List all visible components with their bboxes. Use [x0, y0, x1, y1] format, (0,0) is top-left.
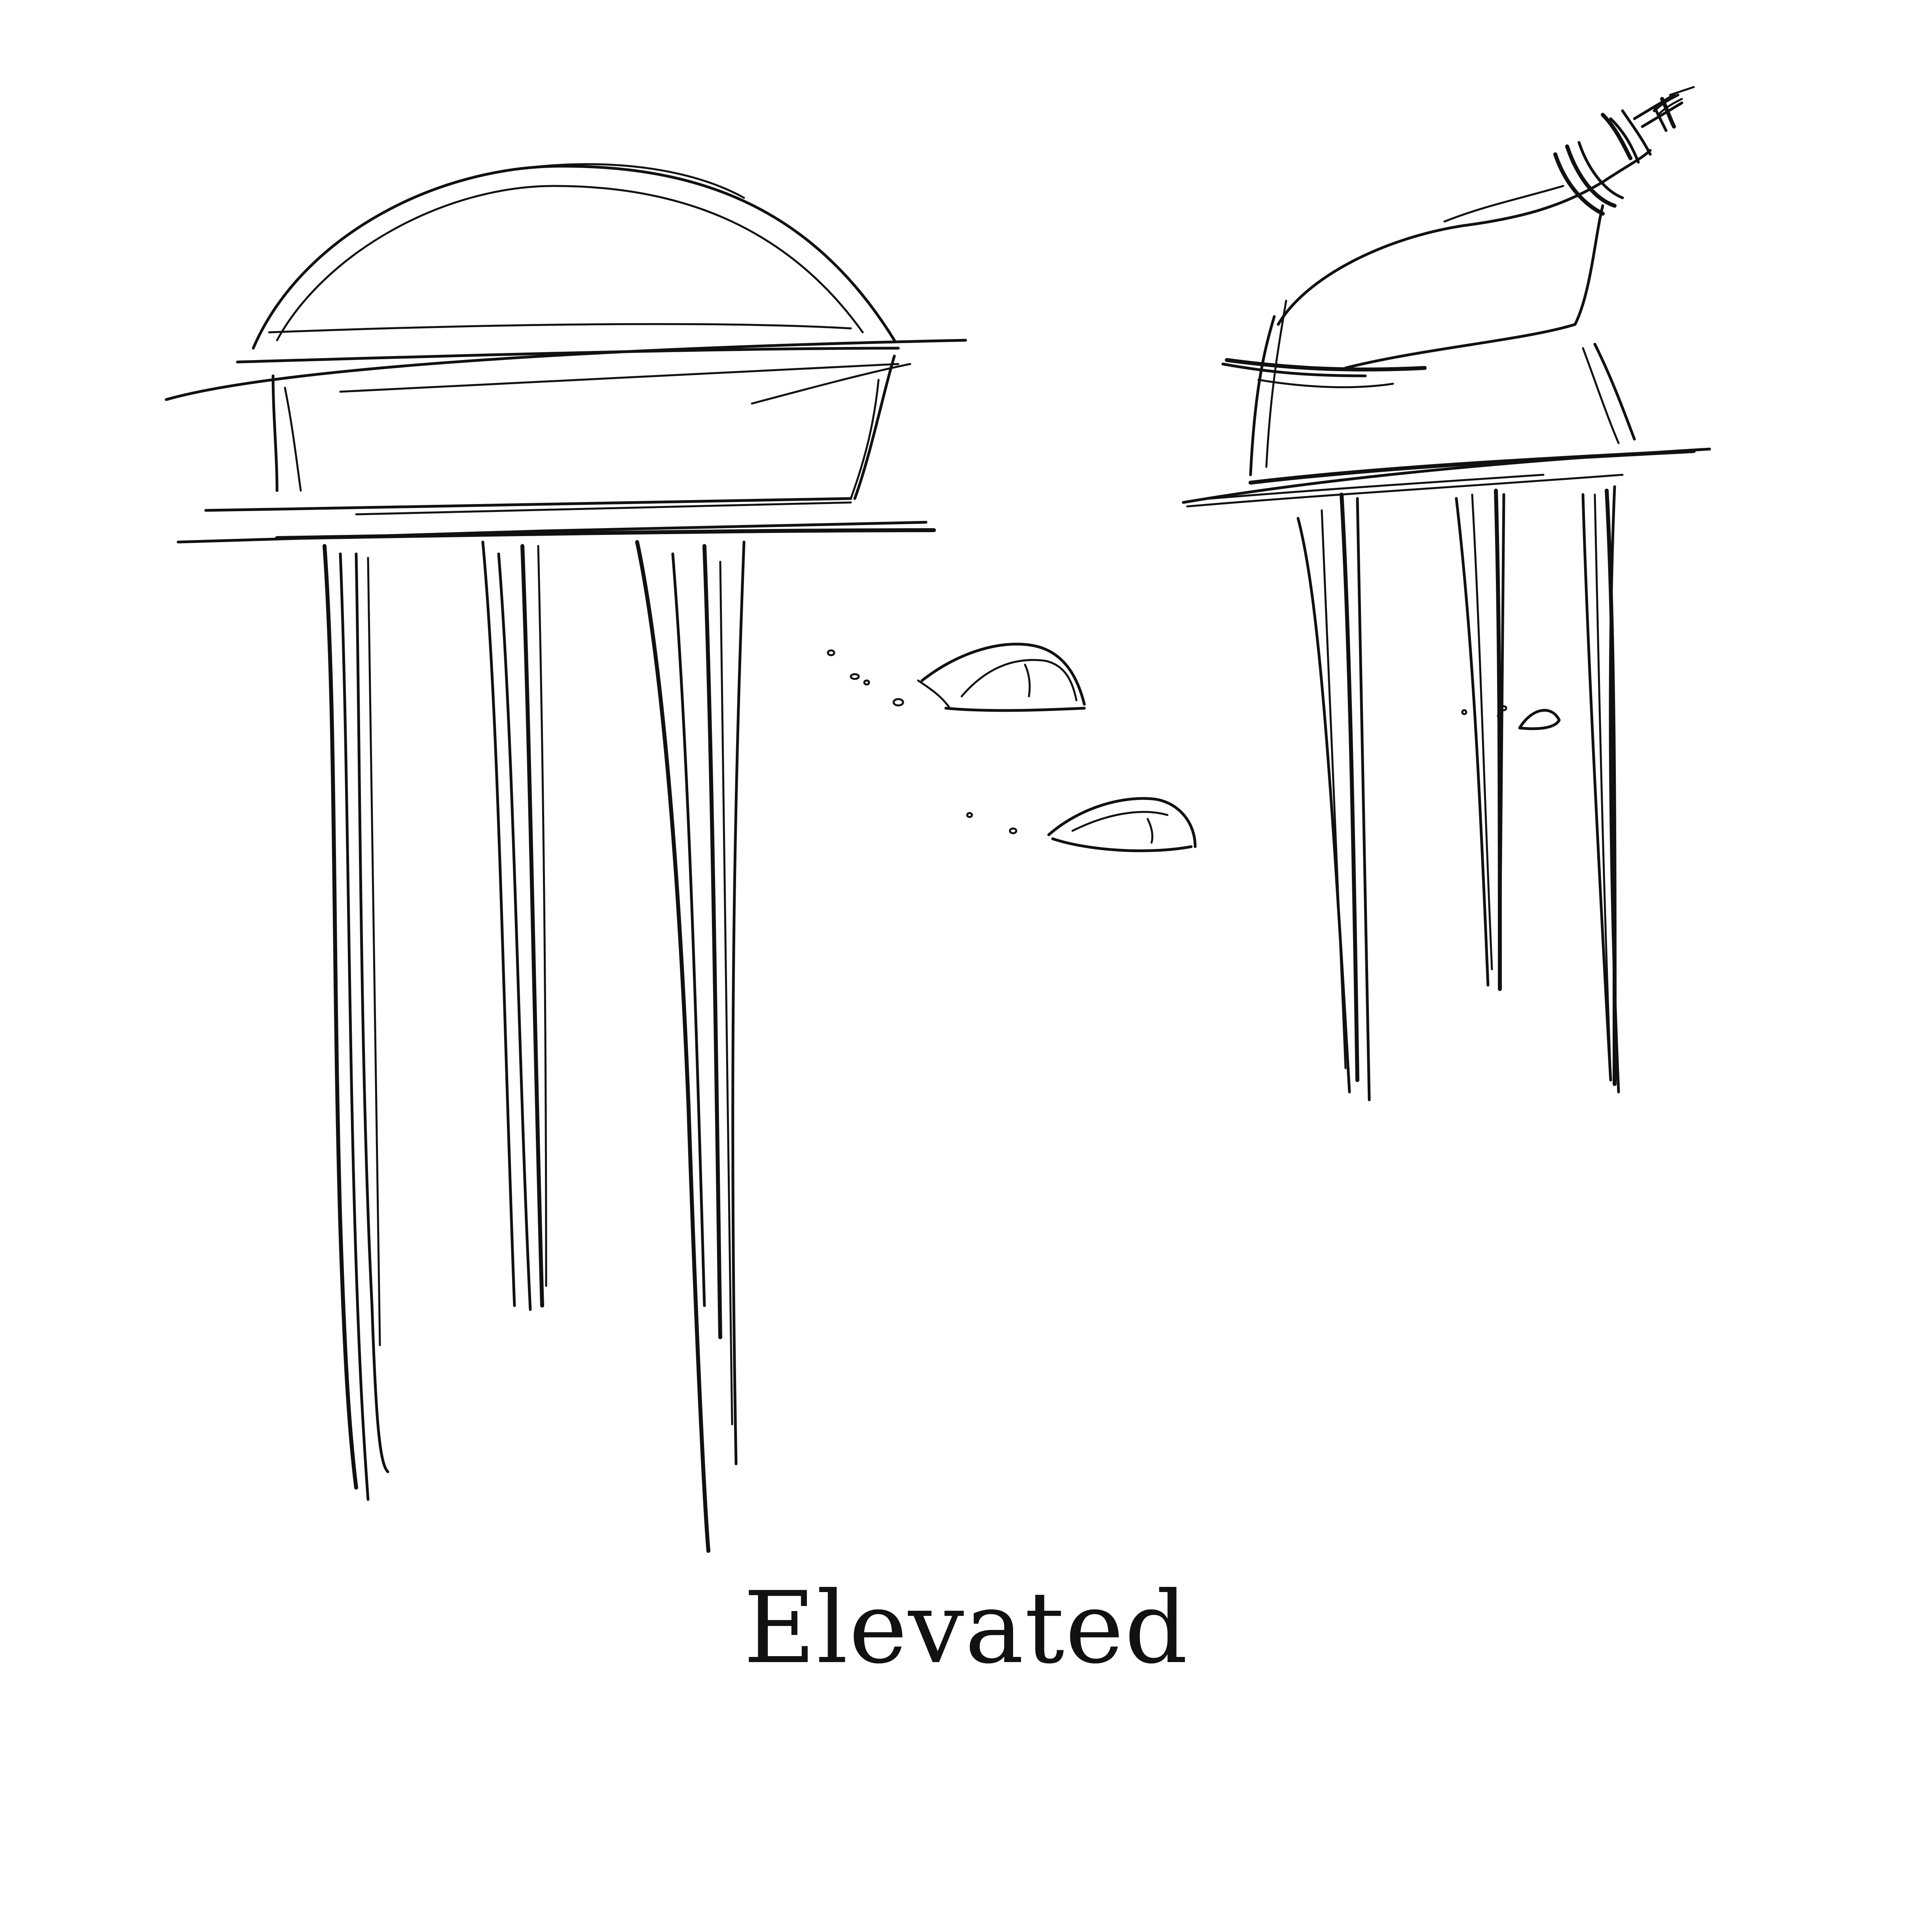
left-dome	[252, 163, 896, 350]
stone-fragments	[827, 649, 1507, 834]
left-upper-rim	[165, 323, 967, 405]
left-pillar-2	[481, 540, 547, 1311]
stone-upper	[917, 643, 1086, 712]
right-tilted-structure	[1182, 86, 1711, 1101]
left-pillar-1	[323, 544, 389, 1501]
left-drum	[271, 354, 896, 500]
left-pillar-3	[635, 540, 746, 1553]
caption-title: Elevated	[743, 1570, 1189, 1685]
right-pillar-3	[1581, 485, 1620, 1094]
right-platform	[1182, 447, 1711, 508]
right-upper-rim	[1221, 358, 1427, 389]
right-pillar-2	[1455, 489, 1505, 991]
stone-small-right	[1518, 709, 1561, 730]
right-body	[1249, 149, 1652, 476]
right-pillar-1	[1296, 493, 1371, 1101]
floating-stones	[827, 643, 1561, 852]
left-dome-structure	[165, 163, 967, 1553]
right-neck-cap	[1553, 86, 1695, 216]
stone-lower	[1047, 797, 1197, 852]
left-platform	[176, 497, 936, 544]
